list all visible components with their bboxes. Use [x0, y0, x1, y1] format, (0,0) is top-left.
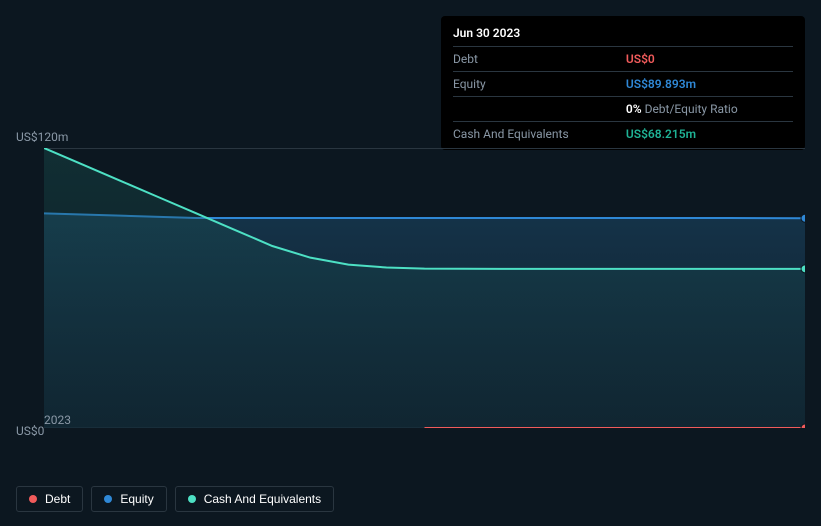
- legend-dot-icon: [188, 495, 196, 503]
- legend-label: Cash And Equivalents: [204, 492, 321, 506]
- plot-area: [44, 148, 805, 428]
- tooltip-row: DebtUS$0: [453, 47, 793, 72]
- tooltip-row: EquityUS$89.893m: [453, 72, 793, 97]
- legend-item-debt[interactable]: Debt: [16, 486, 83, 512]
- tooltip-date: Jun 30 2023: [453, 24, 793, 46]
- chart-legend: Debt Equity Cash And Equivalents: [16, 486, 334, 512]
- tooltip-row: 0% Debt/Equity Ratio: [453, 97, 793, 122]
- legend-dot-icon: [29, 495, 37, 503]
- x-axis-label: 2023: [44, 409, 71, 428]
- y-axis-max-label: US$120m: [16, 130, 68, 144]
- tooltip-row-label: [453, 97, 626, 122]
- legend-item-equity[interactable]: Equity: [91, 486, 166, 512]
- legend-item-cash-and-equivalents[interactable]: Cash And Equivalents: [175, 486, 334, 512]
- tooltip-row-label: Debt: [453, 47, 626, 72]
- legend-label: Debt: [45, 492, 70, 506]
- debt-equity-chart[interactable]: US$120m US$0 2023: [16, 140, 805, 446]
- tooltip-row-label: Equity: [453, 72, 626, 97]
- tooltip-panel: Jun 30 2023 DebtUS$0EquityUS$89.893m0% D…: [441, 16, 805, 150]
- tooltip-row-value: US$0: [626, 47, 793, 72]
- tooltip-row-value: US$89.893m: [626, 72, 793, 97]
- y-axis-min-label: US$0: [16, 424, 44, 438]
- tooltip-table: DebtUS$0EquityUS$89.893m0% Debt/Equity R…: [453, 46, 793, 146]
- legend-label: Equity: [120, 492, 153, 506]
- legend-dot-icon: [104, 495, 112, 503]
- tooltip-row-value: 0% Debt/Equity Ratio: [626, 97, 793, 122]
